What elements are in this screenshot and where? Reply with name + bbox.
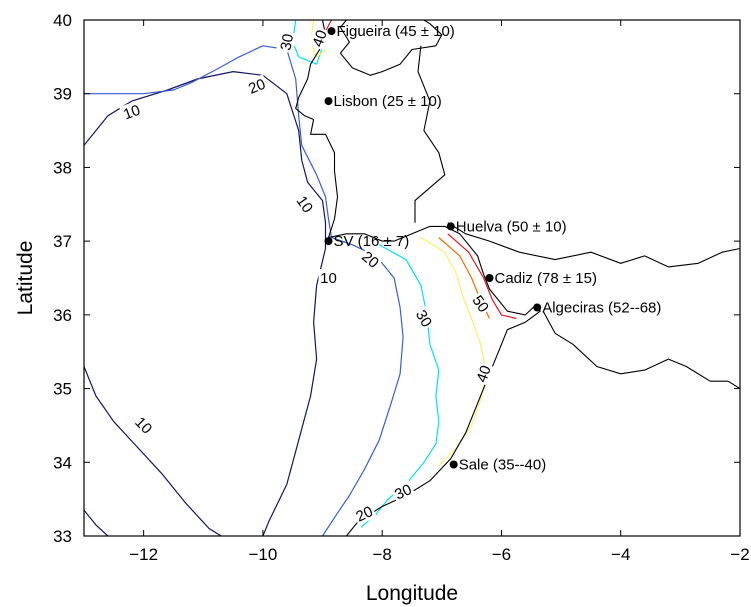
contour-label-2: 30 [276, 30, 297, 54]
contour-label-bg [276, 30, 297, 54]
contour-label-bg [307, 25, 331, 51]
y-tick-label-33: 33 [53, 527, 72, 546]
contour-line-40-7 [420, 236, 488, 467]
contour-label-bg [357, 246, 384, 273]
x-tick-label--10: −10 [248, 545, 277, 564]
contour-label-text: 10 [121, 102, 142, 124]
contour-label-12: 30 [390, 479, 416, 504]
contour-label-1: 20 [244, 74, 270, 98]
contour-line-10-0 [84, 71, 327, 536]
site-marker-6 [449, 460, 458, 469]
plot-area [84, 20, 740, 536]
x-tick-label--6: −6 [492, 545, 511, 564]
y-tick-label-40: 40 [53, 11, 72, 30]
contour-label-bg [244, 74, 270, 98]
site-marker-1 [324, 97, 333, 106]
contour-label-8: 50 [468, 290, 494, 317]
contour-label-text: 40 [473, 363, 495, 384]
contour-line-10-2 [84, 509, 109, 536]
contour-label-11: 20 [351, 501, 377, 526]
site-markers: Figueira (45 ± 10) Lisbon (25 ± 10) SV (16… [324, 23, 661, 474]
contour-label-bg [411, 305, 437, 332]
contour-line-30-5 [360, 244, 440, 528]
site-label-3: Huelva (50 ± 10) [456, 218, 567, 235]
contour-line-40-6 [310, 20, 326, 58]
contour-label-text: 30 [277, 32, 297, 51]
site-label-0: Figueira (45 ± 10) [337, 23, 455, 40]
contour-label-text: 40 [309, 28, 331, 49]
contour-label-bg [471, 361, 495, 386]
contour-lines [84, 20, 517, 536]
y-tick-label-37: 37 [53, 232, 72, 251]
contour-label-text: 10 [293, 193, 316, 216]
contour-label-bg [130, 411, 158, 439]
site-marker-0 [327, 27, 336, 36]
site-marker-2 [324, 237, 333, 246]
contour-label-text: 10 [131, 414, 155, 438]
contour-label-bg [351, 501, 377, 526]
site-label-2: SV (16 ± 7) [334, 233, 410, 250]
contour-label-bg [119, 100, 144, 124]
y-axis-label: Latitude [14, 241, 37, 316]
axis-ticks: −12 −10 −8 −6 −4 −2 33 34 35 36 37 38 39 40 [53, 11, 750, 564]
y-tick-label-35: 35 [53, 380, 72, 399]
contour-label-text: 30 [392, 481, 414, 503]
contour-label-0: 10 [119, 100, 144, 124]
contour-label-text: 10 [320, 270, 337, 287]
x-tick-label--8: −8 [372, 545, 391, 564]
contour-line-10-1 [84, 366, 222, 536]
contour-label-5: 10 [318, 269, 339, 287]
site-label-1: Lisbon (25 ± 10) [334, 93, 442, 110]
coastline-segment-5 [542, 310, 740, 390]
x-axis-label: Longitude [366, 582, 458, 605]
contour-label-text: 20 [353, 503, 375, 525]
contour-labels: 10 20 30 40 10 10 20 30 50 40 10 20 30 [119, 25, 495, 526]
contour-line-60-9 [447, 233, 517, 320]
coastline-segment-1 [345, 303, 541, 536]
y-tick-label-34: 34 [53, 453, 72, 472]
site-label-6: Sale (35--40) [459, 457, 547, 474]
site-label-4: Cadiz (78 ± 15) [495, 270, 597, 287]
contour-label-text: 20 [358, 248, 382, 272]
contour-label-7: 30 [411, 305, 437, 332]
y-tick-label-39: 39 [53, 85, 72, 104]
coastline-segment-3 [414, 45, 446, 223]
x-tick-label--2: −2 [730, 545, 749, 564]
contour-label-bg [292, 190, 318, 218]
contour-label-text: 30 [412, 307, 435, 330]
y-tick-label-36: 36 [53, 306, 72, 325]
contour-label-4: 10 [292, 190, 318, 218]
contour-label-10: 10 [130, 411, 158, 439]
site-label-5: Algeciras (52--68) [542, 300, 661, 317]
contour-line-20-3 [84, 45, 404, 536]
contour-label-text: 20 [246, 76, 268, 98]
contour-label-9: 40 [471, 361, 495, 386]
site-marker-5 [533, 303, 542, 312]
contour-label-bg [318, 269, 339, 286]
coastline-segment-4 [447, 222, 740, 268]
coastline-segment-2 [339, 20, 443, 76]
contour-label-3: 40 [307, 25, 331, 51]
x-tick-label--4: −4 [611, 545, 630, 564]
y-tick-label-38: 38 [53, 158, 72, 177]
contour-label-bg [390, 479, 416, 504]
contour-label-bg [468, 290, 494, 317]
contour-label-text: 50 [468, 292, 491, 315]
contour-line-60-10 [324, 20, 333, 32]
site-marker-4 [485, 274, 494, 282]
site-marker-3 [446, 222, 455, 231]
plot-frame [83, 19, 741, 537]
x-tick-label--12: −12 [129, 545, 158, 564]
contour-label-6: 20 [357, 246, 384, 273]
